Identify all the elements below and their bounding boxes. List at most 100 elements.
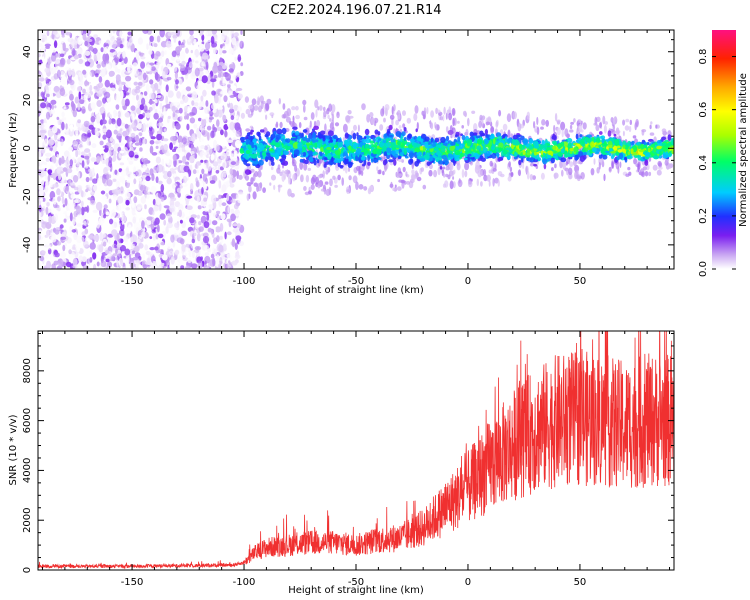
heatmap-cell-noise (227, 174, 234, 179)
heatmap-cell-noise (46, 260, 51, 269)
heatmap-cell-noise (172, 111, 176, 118)
heatmap-cell-noise (146, 257, 152, 266)
heatmap-cell-noise (103, 111, 106, 118)
heatmap-cell-halo (402, 166, 406, 173)
heatmap-cell-noise (109, 49, 116, 53)
heatmap-cell-noise (113, 195, 118, 201)
heatmap-cell-noise (38, 123, 45, 129)
heatmap-cell-noise (221, 65, 228, 70)
heatmap-cell-noise (93, 34, 98, 39)
heatmap-cell-noise (82, 33, 87, 41)
heatmap-cell-noise (110, 40, 117, 49)
heatmap-cell-noise (232, 75, 235, 82)
heatmap-cell-noise (116, 232, 120, 242)
heatmap-cell-halo (287, 176, 291, 185)
heatmap-cell-noise (165, 157, 170, 164)
heatmap-cell-halo (490, 126, 495, 133)
heatmap-cell-noise (51, 109, 55, 115)
heatmap-cell-noise (195, 177, 198, 183)
heatmap-cell-halo (481, 115, 486, 121)
heatmap-cell-noise (160, 40, 168, 48)
heatmap-cell-noise (138, 132, 143, 137)
heatmap-cell-noise (131, 243, 135, 249)
heatmap-cell-noise (121, 202, 126, 209)
heatmap-cell-noise (206, 159, 209, 169)
heatmap-cell-noise (211, 30, 217, 35)
heatmap-cell-signal (533, 163, 537, 167)
heatmap-cell-noise (161, 158, 165, 166)
heatmap-cell-noise (88, 152, 91, 157)
heatmap-cell-halo (442, 166, 446, 170)
heatmap-cell-noise (163, 219, 167, 226)
heatmap-cell-halo (502, 123, 508, 131)
heatmap-cell-noise (201, 34, 205, 41)
heatmap-cell-halo (366, 114, 371, 123)
heatmap-cell-noise (188, 143, 191, 148)
heatmap-cell-noise (158, 58, 164, 63)
heatmap-cell-noise (42, 206, 46, 214)
heatmap-cell-noise (61, 121, 65, 131)
heatmap-cell-noise (68, 249, 72, 255)
heatmap-cell-noise (101, 119, 107, 125)
heatmap-cell-halo (487, 117, 491, 121)
heatmap-cell-noise (45, 206, 49, 215)
heatmap-cell-noise (189, 155, 195, 164)
heatmap-cell-noise (199, 125, 203, 130)
heatmap-cell-noise (120, 245, 126, 252)
heatmap-cell-noise (187, 44, 191, 50)
heatmap-cell-noise (38, 77, 45, 82)
heatmap-cell-noise (218, 244, 224, 253)
heatmap-cell-noise (194, 67, 200, 77)
heatmap-cell-halo (497, 179, 500, 187)
heatmap-cell-noise (183, 30, 189, 37)
heatmap-cell-noise (50, 62, 54, 69)
heatmap-cell-noise (231, 85, 237, 91)
heatmap-cell-halo (443, 106, 446, 115)
heatmap-cell-noise (56, 116, 60, 120)
heatmap-cell-noise (234, 139, 241, 149)
heatmap-cell-noise (220, 129, 224, 136)
heatmap-cell-noise (105, 265, 109, 269)
heatmap-cell-noise (210, 103, 216, 110)
heatmap-cell-noise (133, 245, 140, 253)
heatmap-cell-noise (213, 145, 217, 151)
heatmap-cell-noise (95, 201, 103, 211)
heatmap-cell-noise (142, 264, 148, 269)
heatmap-cell-halo (334, 184, 338, 188)
heatmap-cell-noise (186, 79, 191, 85)
heatmap-cell-noise (193, 232, 197, 237)
heatmap-cell-halo (457, 120, 460, 124)
heatmap-cell-noise (232, 228, 239, 233)
heatmap-cell-noise (157, 117, 163, 123)
heatmap-cell-noise (48, 215, 52, 225)
heatmap-cell-halo (256, 100, 260, 106)
heatmap-cell-noise (44, 43, 51, 47)
heatmap-cell-noise (40, 197, 43, 202)
heatmap-cell-noise (57, 133, 61, 141)
heatmap-cell-noise (113, 221, 118, 228)
heatmap-cell-noise (80, 200, 84, 207)
heatmap-cell-noise (226, 231, 232, 236)
heatmap-cell-noise (222, 43, 225, 47)
heatmap-cell-halo (270, 166, 274, 171)
heatmap-cell-noise (159, 102, 163, 111)
heatmap-cell-noise (148, 122, 153, 128)
heatmap-cell-noise (229, 94, 235, 98)
heatmap-cell-noise (155, 250, 161, 254)
heatmap-cell-noise (190, 151, 195, 154)
heatmap-cell-noise (150, 185, 157, 195)
heatmap-cell-noise (135, 134, 140, 142)
heatmap-cell-noise (118, 80, 123, 90)
heatmap-cell-halo (324, 181, 329, 185)
heatmap-cell-noise (74, 96, 79, 104)
heatmap-cell-noise (160, 50, 165, 57)
heatmap-cell-noise (176, 237, 184, 244)
heatmap-cell-noise (47, 129, 54, 137)
heatmap-cell-noise (196, 181, 200, 188)
heatmap-cell-noise (197, 132, 202, 139)
heatmap-cell-halo (411, 174, 416, 181)
heatmap-cell-noise (63, 105, 66, 110)
heatmap-cell-noise (125, 75, 132, 82)
heatmap-cell-halo (622, 130, 625, 137)
heatmap-cell-halo (565, 161, 568, 166)
